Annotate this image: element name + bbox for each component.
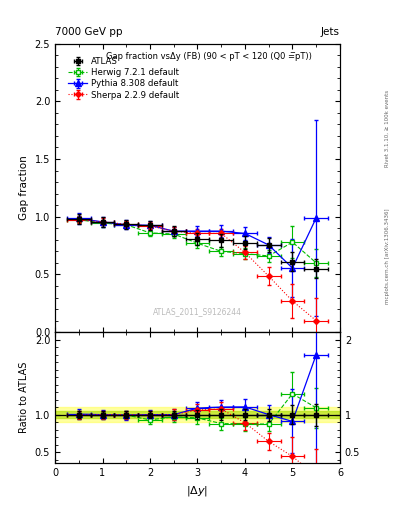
Text: mcplots.cern.ch [arXiv:1306.3436]: mcplots.cern.ch [arXiv:1306.3436]: [385, 208, 389, 304]
Bar: [55, 411, 340, 418]
Legend: ATLAS, Herwig 7.2.1 default, Pythia 8.308 default, Sherpa 2.2.9 default: ATLAS, Herwig 7.2.1 default, Pythia 8.30…: [65, 54, 183, 103]
Text: Rivet 3.1.10, ≥ 100k events: Rivet 3.1.10, ≥ 100k events: [385, 90, 389, 166]
X-axis label: $|\Delta y|$: $|\Delta y|$: [186, 484, 209, 498]
Text: Gap fraction vsΔy (FB) (90 < pT < 120 (Q0 =̅pT)): Gap fraction vsΔy (FB) (90 < pT < 120 (Q…: [106, 52, 312, 61]
Y-axis label: Ratio to ATLAS: Ratio to ATLAS: [19, 362, 29, 434]
Text: Jets: Jets: [321, 27, 340, 37]
Y-axis label: Gap fraction: Gap fraction: [19, 156, 29, 220]
Bar: [55, 407, 340, 422]
Text: ATLAS_2011_S9126244: ATLAS_2011_S9126244: [153, 307, 242, 316]
Text: 7000 GeV pp: 7000 GeV pp: [55, 27, 123, 37]
